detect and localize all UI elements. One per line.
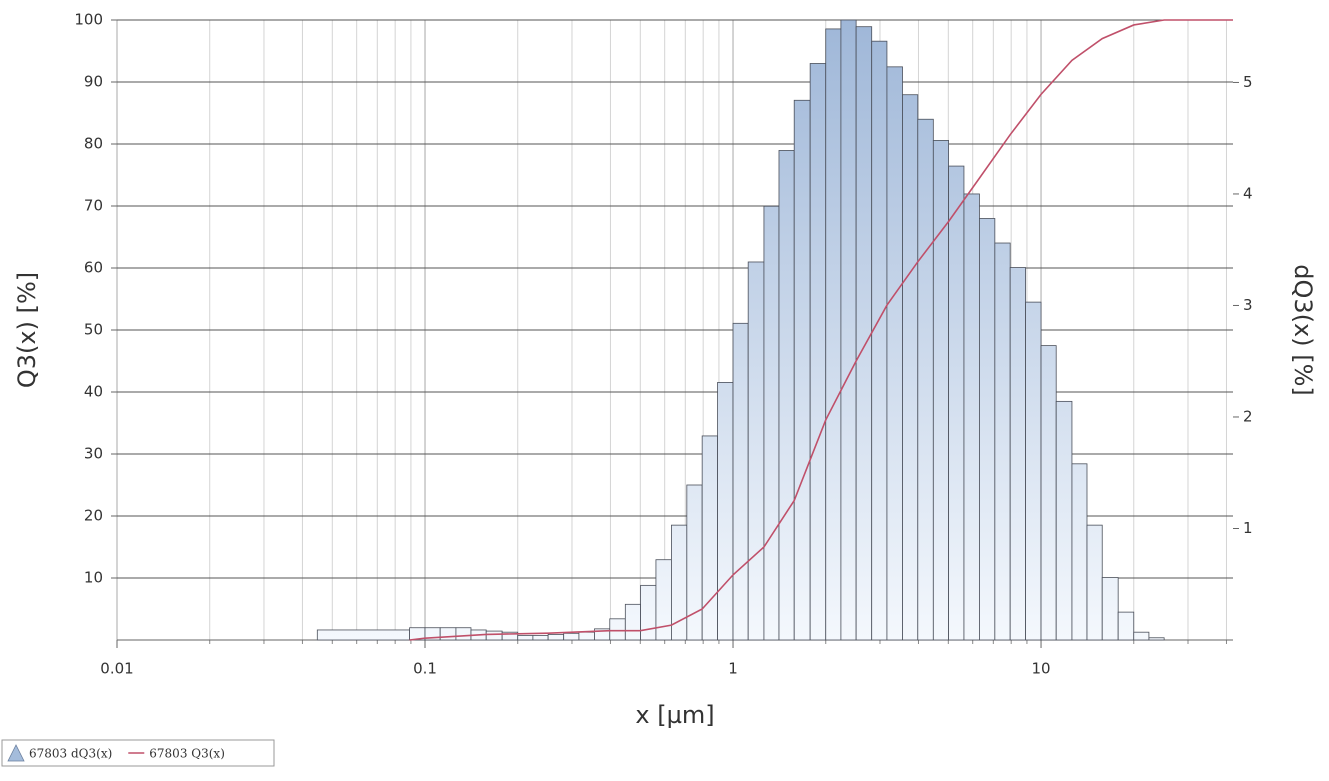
histogram-bar: [609, 618, 626, 641]
y-tick-label: 100: [74, 11, 103, 29]
x-tick-label: 10: [1031, 660, 1050, 678]
histogram-bar: [578, 631, 595, 641]
histogram-bar: [532, 635, 549, 641]
y2-tick-label: 3: [1243, 296, 1253, 314]
y2-tick-label: 2: [1243, 407, 1253, 425]
y-tick-label: 60: [84, 259, 103, 277]
histogram-bar: [855, 26, 873, 641]
histogram-bar: [1101, 577, 1119, 641]
legend-label: 67803 dQ3(x): [29, 747, 112, 761]
histogram-bar: [793, 99, 811, 641]
x-tick-label: 0.1: [413, 660, 437, 678]
legend: 67803 dQ3(x) 67803 Q3(x): [1, 739, 275, 767]
y-tick-label: 70: [84, 197, 103, 215]
histogram-bar: [902, 94, 919, 641]
y2-axis-label: dQ3(x) [%]: [1289, 264, 1317, 395]
y-axis-label: Q3(x) [%]: [13, 272, 41, 388]
plot-marks: [316, 19, 1233, 641]
histogram-bar: [563, 632, 580, 641]
legend-icon: [7, 744, 25, 762]
histogram-bar: [948, 165, 965, 641]
y-tick-label: 80: [84, 135, 103, 153]
labels: x [µm] Q3(x) [%] dQ3(x) [%]: [13, 264, 1317, 729]
histogram-bar: [763, 205, 780, 641]
histogram-bar: [671, 524, 688, 641]
histogram-bar: [1040, 345, 1057, 641]
histogram-bar: [686, 484, 703, 641]
y-tick-label: 50: [84, 321, 103, 339]
y-tick-label: 30: [84, 445, 103, 463]
histogram-bar: [809, 63, 827, 641]
histogram-bar: [732, 322, 749, 641]
y-tick-label: 40: [84, 383, 103, 401]
y-tick-label: 20: [84, 507, 103, 525]
histogram-bar: [917, 118, 934, 641]
histogram-bar: [994, 242, 1011, 641]
x-tick-label: 1: [728, 660, 738, 678]
histogram-bar: [871, 40, 888, 641]
histogram-bar: [1086, 524, 1103, 641]
histogram-bar: [1071, 463, 1088, 641]
histogram-bar: [825, 28, 842, 641]
histogram-bar: [932, 140, 949, 641]
y2-tick-label: 5: [1243, 73, 1253, 91]
y2-tick-label: 4: [1243, 184, 1253, 202]
histogram-bar: [1009, 267, 1026, 641]
histogram-bar: [717, 382, 734, 641]
legend-label: 67803 Q3(x): [149, 747, 225, 761]
y-tick-label: 10: [84, 569, 103, 587]
histogram-bar: [485, 630, 503, 641]
histogram-bar: [316, 629, 410, 641]
x-tick-label: 0.01: [100, 660, 133, 678]
histogram-bar: [1133, 631, 1150, 641]
y2-tick-label: 1: [1243, 519, 1253, 537]
histogram-bar: [624, 603, 641, 641]
cumulative-line: [409, 19, 1233, 641]
histogram-bar: [979, 218, 996, 641]
histogram-bar: [1117, 611, 1135, 641]
x-axis-label: x [µm]: [635, 701, 714, 729]
histogram-bar: [439, 627, 457, 641]
histogram-bar: [547, 634, 565, 641]
histogram-bar: [1055, 400, 1073, 641]
histogram-bar: [701, 435, 718, 641]
histogram-bar: [963, 193, 980, 641]
histogram-bar: [455, 627, 472, 641]
y-tick-label: 90: [84, 73, 103, 91]
histogram-bar: [517, 635, 534, 641]
histogram-bar: [1025, 301, 1042, 641]
histogram-bar: [778, 150, 795, 641]
histogram-bar: [640, 584, 657, 641]
histogram-bar: [747, 261, 765, 641]
histogram-bar: [840, 19, 857, 641]
histogram-bar: [1148, 637, 1165, 641]
histogram-bar: [886, 66, 903, 641]
